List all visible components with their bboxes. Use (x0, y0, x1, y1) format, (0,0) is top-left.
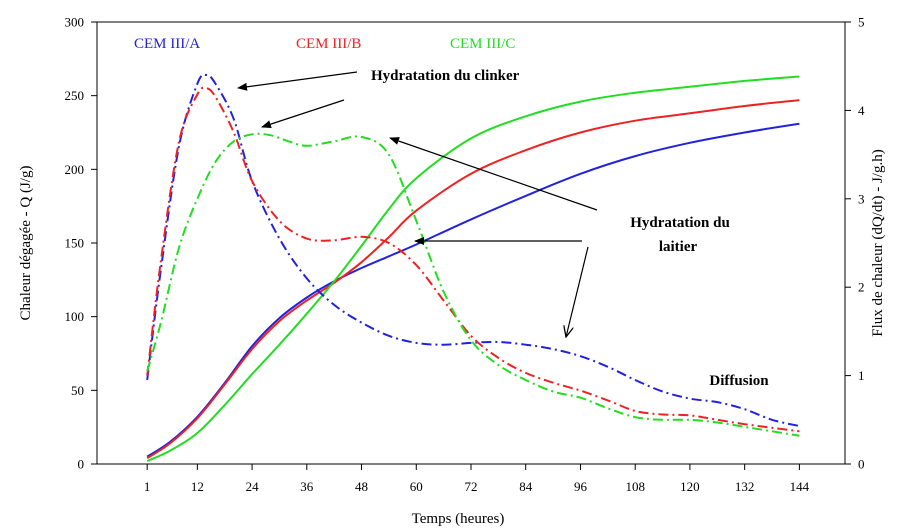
x-tick-label: 84 (519, 479, 533, 494)
y-axis-left-title: Chaleur dégagée - Q (J/g) (18, 166, 34, 321)
x-tick-label: 144 (790, 479, 810, 494)
annotation-laitier-line2: laitier (659, 239, 698, 255)
x-tick-label: 60 (410, 479, 423, 494)
heat-line-cem-iii-b (146, 99, 800, 459)
annotation-laitier-line1: Hydratation du (630, 215, 730, 231)
x-tick-label: 1 (144, 479, 151, 494)
arrow-clinker-a (237, 71, 358, 91)
x-tick-label: 36 (300, 479, 314, 494)
flux-line-cem-iii-c (146, 132, 800, 437)
arrow-laitier-a (566, 246, 589, 337)
y-axis-left: 0 50 100 150 200 250 300 (65, 15, 97, 472)
y-left-tick-label: 200 (65, 162, 85, 177)
series-layer (146, 73, 800, 463)
annotation-arrows (237, 71, 598, 337)
y-right-tick-label: 3 (858, 191, 865, 206)
x-tick-label: 12 (191, 479, 204, 494)
x-tick-label: 132 (735, 479, 755, 494)
flux-line-cem-iii-b (146, 86, 800, 433)
arrow-clinker-c (261, 99, 345, 128)
y-right-tick-label: 2 (858, 280, 865, 295)
x-axis: 1 12 24 36 48 60 72 84 96 108 120 132 144 (144, 464, 810, 494)
y-right-tick-label: 0 (858, 457, 865, 472)
y-left-tick-label: 0 (78, 457, 85, 472)
y-right-tick-label: 5 (858, 15, 865, 30)
legend-cem-iii-a: CEM III/A (134, 36, 200, 52)
y-left-tick-label: 150 (65, 236, 85, 251)
x-tick-label: 120 (680, 479, 700, 494)
x-tick-label: 24 (246, 479, 260, 494)
annotation-diffusion: Diffusion (709, 373, 769, 389)
y-left-tick-label: 100 (65, 309, 85, 324)
x-tick-label: 96 (574, 479, 588, 494)
x-tick-label: 48 (355, 479, 368, 494)
y-left-tick-label: 250 (65, 88, 85, 103)
x-tick-label: 108 (625, 479, 645, 494)
y-right-tick-label: 1 (858, 368, 865, 383)
y-axis-right-title: Flux de chaleur (dQ/dt) - J/g.h) (870, 149, 886, 336)
x-tick-label: 72 (465, 479, 478, 494)
flux-line-cem-iii-a (146, 73, 800, 427)
x-axis-title: Temps (heures) (412, 511, 505, 527)
arrow-laitier-c (389, 137, 598, 211)
heat-line-cem-iii-c (146, 75, 800, 463)
y-left-tick-label: 50 (71, 383, 84, 398)
legend-cem-iii-c: CEM III/C (450, 36, 515, 52)
y-axis-right: 0 1 2 3 4 5 (845, 15, 865, 472)
y-right-tick-label: 4 (858, 103, 865, 118)
y-left-tick-label: 300 (65, 15, 85, 30)
annotation-clinker: Hydratation du clinker (371, 68, 520, 84)
legend-cem-iii-b: CEM III/B (296, 36, 361, 52)
